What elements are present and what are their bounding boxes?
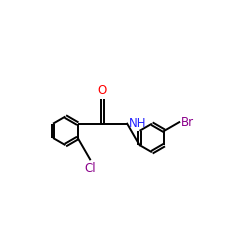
Text: Cl: Cl [84,162,96,175]
Text: NH: NH [129,117,146,130]
Text: Br: Br [181,116,194,129]
Text: O: O [98,84,107,97]
